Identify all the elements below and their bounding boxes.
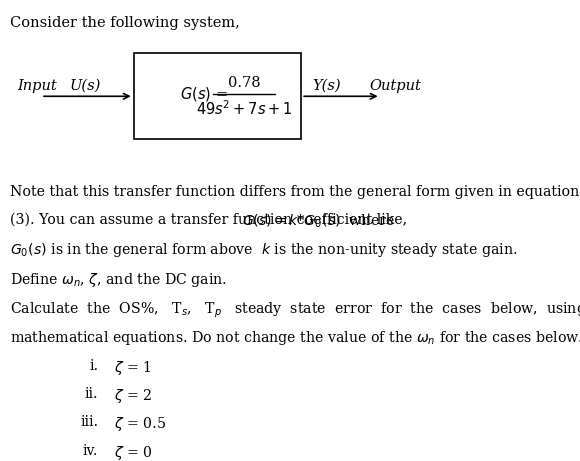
Text: $\mathit{G}$$(s)$ =: $\mathit{G}$$(s)$ = <box>180 85 227 103</box>
Text: Consider the following system,: Consider the following system, <box>10 17 240 30</box>
Text: Output: Output <box>369 78 422 93</box>
Text: $\zeta$ = 0: $\zeta$ = 0 <box>114 443 153 461</box>
Text: $49s^2+7s+1$: $49s^2+7s+1$ <box>195 99 292 118</box>
Text: $\zeta$ = 2: $\zeta$ = 2 <box>114 387 152 405</box>
Text: (3). You can assume a transfer function coefficient like,: (3). You can assume a transfer function … <box>10 213 416 227</box>
Text: U(s): U(s) <box>70 78 101 93</box>
Text: iii.: iii. <box>80 415 99 430</box>
Text: $\zeta$ = 1: $\zeta$ = 1 <box>114 360 151 378</box>
Text: Y(s): Y(s) <box>312 78 341 93</box>
Text: i.: i. <box>89 360 99 373</box>
Text: 0.78: 0.78 <box>227 77 260 90</box>
Text: $\zeta$ = 0.5: $\zeta$ = 0.5 <box>114 415 166 433</box>
Text: Define $\omega_n$, $\zeta$, and the DC gain.: Define $\omega_n$, $\zeta$, and the DC g… <box>10 271 227 289</box>
Text: $\mathit{G(s)} = k$*$\mathit{G_0(s)}$  where: $\mathit{G(s)} = k$*$\mathit{G_0(s)}$ wh… <box>242 213 394 230</box>
Text: Calculate  the  OS%,   T$_s$,   T$_p$   steady  state  error  for  the  cases  b: Calculate the OS%, T$_s$, T$_p$ steady s… <box>10 301 580 320</box>
FancyBboxPatch shape <box>133 53 301 139</box>
Text: mathematical equations. Do not change the value of the $\omega_n$ for the cases : mathematical equations. Do not change th… <box>10 329 580 347</box>
Text: ii.: ii. <box>85 387 99 402</box>
Text: Input: Input <box>17 78 57 93</box>
Text: Note that this transfer function differs from the general form given in equation: Note that this transfer function differs… <box>10 185 579 199</box>
Text: $\mathit{G_0(s)}$ is in the general form above  $\mathit{k}$ is the non-unity st: $\mathit{G_0(s)}$ is in the general form… <box>10 241 518 259</box>
Text: iv.: iv. <box>83 443 99 457</box>
